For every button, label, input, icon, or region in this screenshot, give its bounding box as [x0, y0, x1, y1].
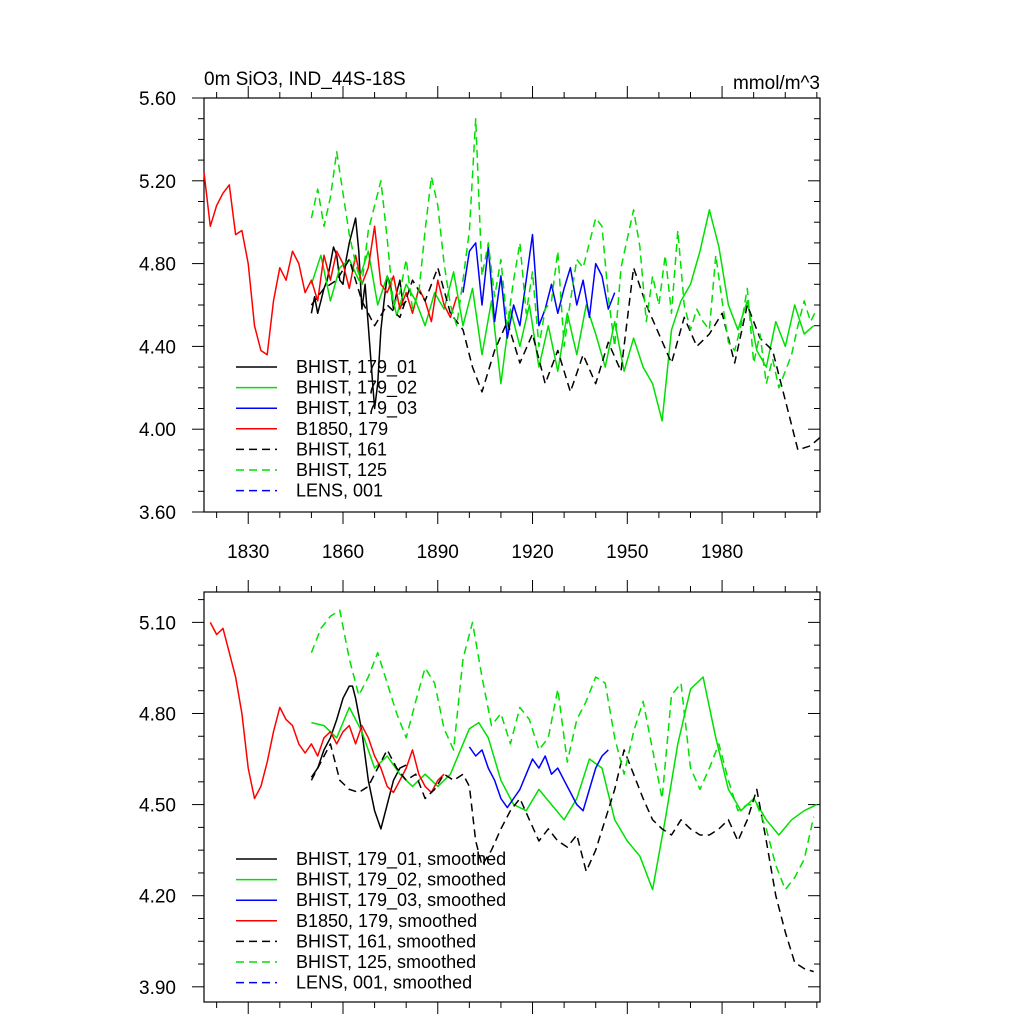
y-tick-label: 5.10 [139, 613, 176, 634]
x-tick-label: 1950 [606, 542, 648, 563]
series-line-1 [311, 676, 818, 891]
top-series-lines [203, 117, 821, 451]
x-tick-label: 1890 [417, 542, 459, 563]
bottom-tick-labels: 3.90 4.20 4.50 4.80 5.10 [139, 613, 176, 998]
series-line-3 [209, 622, 445, 800]
y-tick-label: 4.50 [139, 796, 176, 817]
legend-label: BHIST, 179_02, smoothed [296, 870, 506, 891]
legend-label: BHIST, 179_02 [296, 378, 417, 399]
y-tick-label: 4.80 [139, 255, 176, 276]
legend-label: BHIST, 179_01, smoothed [296, 849, 506, 870]
series-line-0 [310, 685, 407, 830]
x-tick-label: 1980 [701, 542, 743, 563]
top-panel-title: 0m SiO3, IND_44S-18S [204, 69, 406, 90]
top-tick-marks [192, 86, 820, 524]
y-tick-label: 3.90 [139, 978, 176, 999]
top-panel-units: mmol/m^3 [733, 73, 820, 94]
y-tick-label: 4.00 [139, 420, 176, 441]
series-line-3 [203, 172, 458, 356]
x-tick-label: 1830 [227, 542, 269, 563]
legend-label: BHIST, 179_03 [296, 398, 417, 419]
series-line-4 [310, 743, 814, 973]
legend-label: B1850, 179 [296, 419, 388, 439]
top-tick-labels: 3.60 4.00 4.40 4.80 5.20 5.60 1830 1860 1890 1920… [139, 89, 743, 563]
y-tick-label: 4.80 [139, 704, 176, 725]
series-line-1 [310, 209, 815, 422]
bottom-panel: 3.90 4.20 4.50 4.80 5.10 BHIST, 179_01, smoo… [139, 580, 821, 1014]
bottom-plot-frame [203, 591, 821, 1003]
top-panel: 0m SiO3, IND_44S-18S mmol/m^3 3.60 4.00 4.… [139, 69, 821, 563]
series-line-2 [468, 746, 609, 812]
bottom-tick-marks [192, 580, 820, 1014]
bottom-series-lines [209, 609, 818, 973]
y-tick-label: 4.20 [139, 887, 176, 908]
y-tick-label: 5.20 [139, 172, 176, 193]
legend-label: BHIST, 161 [296, 439, 387, 459]
x-tick-label: 1920 [511, 542, 553, 563]
series-line-4 [310, 258, 821, 451]
legend-label: LENS, 001, smoothed [296, 973, 472, 993]
y-tick-label: 4.40 [139, 337, 176, 358]
y-tick-label: 3.60 [139, 503, 176, 524]
legend-label: BHIST, 125, smoothed [296, 952, 476, 972]
series-line-5 [310, 609, 815, 891]
legend-label: BHIST, 179_03, smoothed [296, 890, 506, 911]
y-tick-label: 5.60 [139, 89, 176, 110]
x-tick-label: 1860 [322, 542, 364, 563]
legend-label: LENS, 001 [296, 481, 383, 501]
series-line-5 [310, 117, 818, 389]
legend-label: BHIST, 125 [296, 460, 387, 480]
legend-label: BHIST, 179_01 [296, 357, 417, 378]
legend-label: BHIST, 161, smoothed [296, 931, 476, 951]
legend-label: B1850, 179, smoothed [296, 911, 477, 931]
